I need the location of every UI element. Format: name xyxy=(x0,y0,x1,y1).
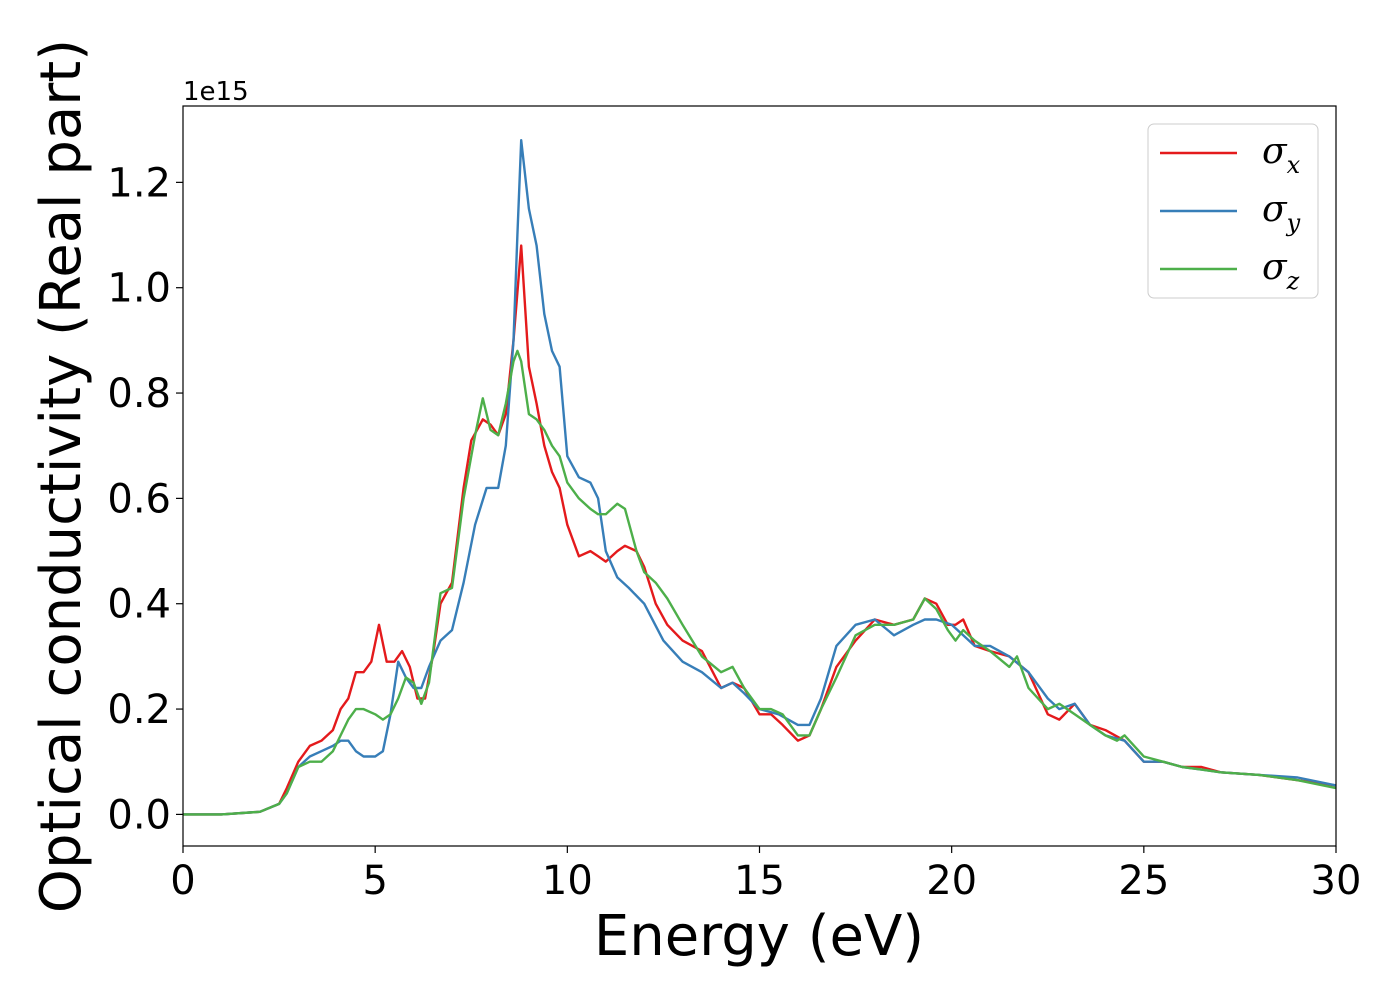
x-tick-label: 15 xyxy=(734,858,785,904)
legend-symbol: σ xyxy=(1262,189,1288,230)
x-tick-label: 5 xyxy=(362,858,387,904)
x-tick-label: 30 xyxy=(1311,858,1362,904)
y-tick-label: 1.2 xyxy=(107,160,171,206)
legend-symbol: σ xyxy=(1262,131,1288,172)
y-axis-title: Optical conductivity (Real part) xyxy=(29,39,94,913)
y-tick-label: 0.6 xyxy=(107,476,171,522)
legend-label-z: σz xyxy=(1262,247,1300,295)
x-tick-label: 0 xyxy=(170,858,195,904)
series-layer xyxy=(183,138,1337,816)
legend-label-y: σy xyxy=(1262,189,1301,237)
y-offset-label: 1e15 xyxy=(183,77,249,107)
series-line-x xyxy=(183,244,1337,816)
x-axis-title: Energy (eV) xyxy=(594,904,924,969)
legend-subscript: x xyxy=(1287,151,1301,179)
y-tick-label: 1.0 xyxy=(107,266,171,312)
legend-subscript: z xyxy=(1286,267,1300,295)
y-tick-label: 0.8 xyxy=(107,371,171,417)
x-tick-label: 25 xyxy=(1118,858,1169,904)
x-tick-label: 20 xyxy=(926,858,977,904)
legend-symbol: σ xyxy=(1262,247,1288,288)
y-tick-label: 0.2 xyxy=(107,687,171,733)
y-tick-label: 0.4 xyxy=(107,582,171,628)
x-tick-label: 10 xyxy=(542,858,593,904)
plot-frame xyxy=(182,105,1337,847)
series-line-y xyxy=(183,138,1337,816)
legend-label-x: σx xyxy=(1262,131,1301,179)
y-tick-label: 0.0 xyxy=(107,792,171,838)
legend-subscript: y xyxy=(1286,209,1301,237)
series-line-z xyxy=(183,349,1337,816)
ticks-layer: 0 5 10 15 20 25 30 0.0 0.2 0.4 0.6 0.8 1.0 1.2 xyxy=(107,160,1361,904)
